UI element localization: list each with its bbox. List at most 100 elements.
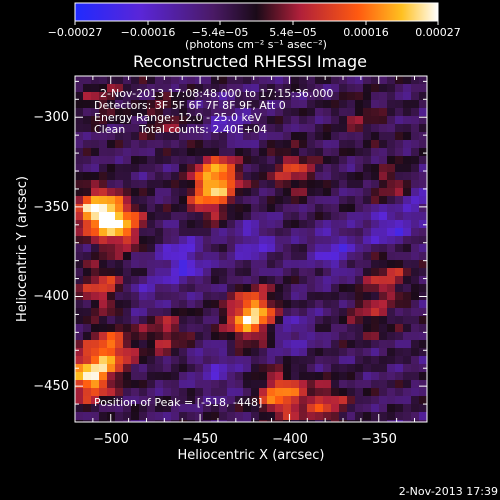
heatmap-cell <box>91 316 99 324</box>
heatmap-cell <box>115 84 123 92</box>
heatmap-cell <box>227 372 235 380</box>
heatmap-cell <box>371 324 379 332</box>
heatmap-cell <box>227 140 235 148</box>
heatmap-cell <box>211 404 219 412</box>
heatmap-cell <box>347 220 355 228</box>
heatmap-cell <box>107 172 115 180</box>
heatmap-cell <box>115 164 123 172</box>
heatmap-cell <box>371 332 379 340</box>
heatmap-cell <box>315 236 323 244</box>
heatmap-cell <box>411 364 419 372</box>
heatmap-cell <box>411 156 419 164</box>
annotation-clean-counts: Clean Total counts: 2.40E+04 <box>94 123 267 136</box>
heatmap-cell <box>363 284 371 292</box>
heatmap-cell <box>291 308 299 316</box>
heatmap-cell <box>123 388 131 396</box>
heatmap-cell <box>99 332 107 340</box>
heatmap-cell <box>419 212 427 220</box>
heatmap-cell <box>275 180 283 188</box>
heatmap-cell <box>275 76 283 84</box>
heatmap-cell <box>355 300 363 308</box>
heatmap-cell <box>139 100 147 108</box>
heatmap-cell <box>275 332 283 340</box>
heatmap-cell <box>291 220 299 228</box>
heatmap-cell <box>419 388 427 396</box>
heatmap-cell <box>115 324 123 332</box>
heatmap-cell <box>323 236 331 244</box>
heatmap-cell <box>339 148 347 156</box>
heatmap-cell <box>315 92 323 100</box>
heatmap-cell <box>275 420 283 422</box>
heatmap-cell <box>363 380 371 388</box>
heatmap-cell <box>123 212 131 220</box>
heatmap-cell <box>275 276 283 284</box>
heatmap-cell <box>243 92 251 100</box>
heatmap-cell <box>315 212 323 220</box>
heatmap-cell <box>355 404 363 412</box>
heatmap-cell <box>155 140 163 148</box>
heatmap-cell <box>307 308 315 316</box>
heatmap-cell <box>195 212 203 220</box>
heatmap-cell <box>307 404 315 412</box>
heatmap-cell <box>179 380 187 388</box>
heatmap-cell <box>363 356 371 364</box>
heatmap-cell <box>123 188 131 196</box>
heatmap-cell <box>339 124 347 132</box>
heatmap-cell <box>227 300 235 308</box>
heatmap-cell <box>203 100 211 108</box>
heatmap-cell <box>75 356 83 364</box>
heatmap-cell <box>123 316 131 324</box>
heatmap-cell <box>387 268 395 276</box>
heatmap-cell <box>171 196 179 204</box>
heatmap-cell <box>123 412 131 420</box>
heatmap-cell <box>419 276 427 284</box>
heatmap-cell <box>83 404 91 412</box>
heatmap-cell <box>195 220 203 228</box>
heatmap-cell <box>99 204 107 212</box>
heatmap-cell <box>419 308 427 316</box>
heatmap-cell <box>179 388 187 396</box>
heatmap-cell <box>387 372 395 380</box>
heatmap-cell <box>139 324 147 332</box>
heatmap-cell <box>395 284 403 292</box>
annotation-time-range: 2-Nov-2013 17:08:48.000 to 17:15:36.000 <box>100 87 333 100</box>
heatmap-cell <box>323 84 331 92</box>
heatmap-cell <box>363 404 371 412</box>
heatmap-cell <box>371 132 379 140</box>
heatmap-cell <box>91 260 99 268</box>
heatmap-cell <box>347 412 355 420</box>
heatmap-cell <box>243 252 251 260</box>
heatmap-cell <box>227 196 235 204</box>
heatmap-cell <box>83 76 91 84</box>
heatmap-cell <box>99 364 107 372</box>
heatmap-cell <box>163 188 171 196</box>
heatmap-cell <box>379 236 387 244</box>
heatmap-cell <box>299 108 307 116</box>
heatmap-cell <box>227 332 235 340</box>
heatmap-cell <box>131 380 139 388</box>
heatmap-cell <box>379 84 387 92</box>
heatmap-cell <box>275 172 283 180</box>
heatmap-cell <box>363 92 371 100</box>
heatmap-cell <box>355 420 363 422</box>
heatmap-cell <box>163 212 171 220</box>
heatmap-cell <box>275 380 283 388</box>
heatmap-cell <box>243 300 251 308</box>
heatmap-cell <box>171 204 179 212</box>
heatmap-cell <box>107 236 115 244</box>
heatmap-cell <box>315 332 323 340</box>
heatmap-cell <box>163 148 171 156</box>
heatmap-cell <box>99 228 107 236</box>
heatmap-cell <box>211 380 219 388</box>
heatmap-cell <box>123 268 131 276</box>
heatmap-cell <box>243 228 251 236</box>
heatmap-cell <box>163 236 171 244</box>
heatmap-cell <box>131 364 139 372</box>
heatmap-cell <box>339 156 347 164</box>
heatmap-cell <box>347 116 355 124</box>
heatmap-cell <box>251 204 259 212</box>
heatmap-cell <box>291 100 299 108</box>
heatmap-cell <box>275 260 283 268</box>
heatmap-cell <box>83 332 91 340</box>
heatmap-cell <box>211 324 219 332</box>
